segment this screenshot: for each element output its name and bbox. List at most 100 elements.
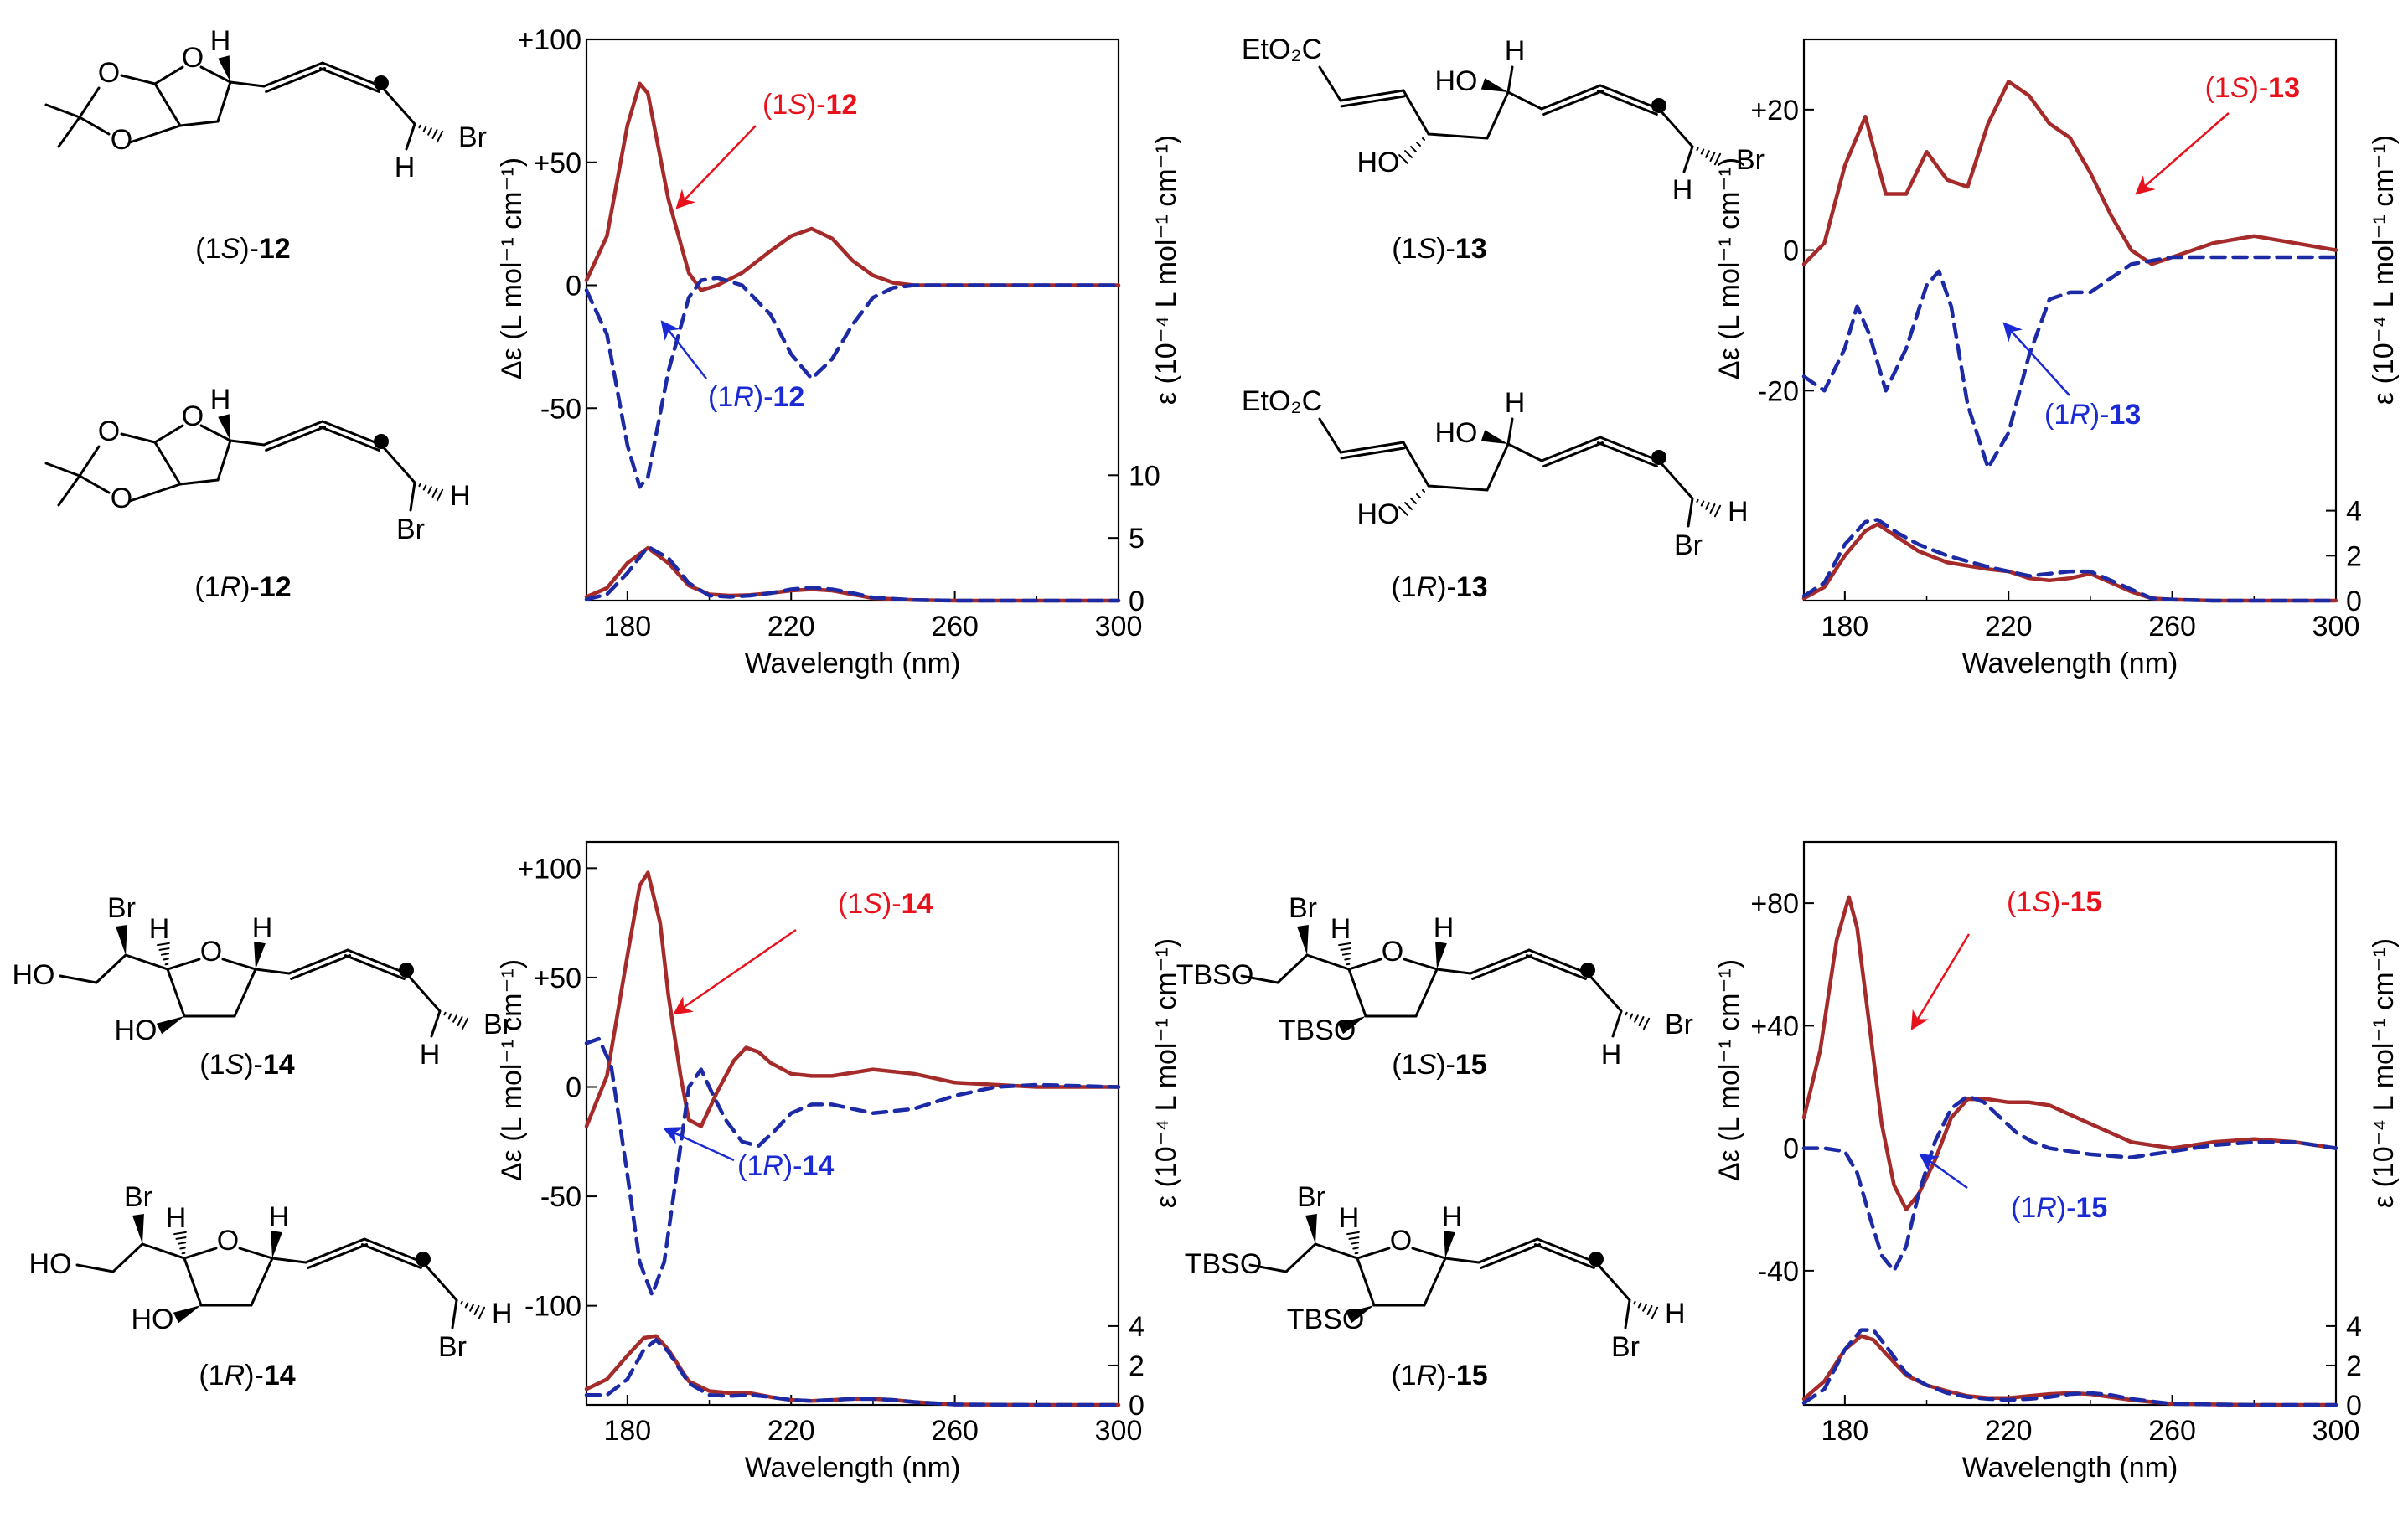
bond	[1423, 1257, 1447, 1307]
bond	[1356, 1257, 1376, 1307]
series-line-(1R)-13	[1801, 255, 2338, 470]
bond	[1633, 1300, 1636, 1305]
bond	[1599, 84, 1661, 111]
atom-label: H	[210, 25, 231, 57]
wedge-bond	[1444, 1230, 1455, 1258]
bond	[344, 953, 406, 980]
structure-label: (1S)-15	[1392, 1049, 1486, 1081]
annotation-arrow-s	[675, 125, 757, 209]
x-tick-label: 300	[2312, 1415, 2360, 1447]
bond	[199, 424, 232, 442]
bond	[287, 948, 349, 975]
annotation-arrow-r	[1919, 1153, 1968, 1190]
bond	[128, 124, 182, 144]
annotation-r: (1R)-15	[2011, 1192, 2107, 1224]
structure-label: (1S)-13	[1392, 233, 1486, 265]
bond	[427, 127, 432, 136]
bond	[1404, 502, 1413, 510]
bond	[380, 85, 416, 126]
bond	[1486, 90, 1510, 140]
atom-label: H	[166, 1202, 187, 1234]
bond	[405, 972, 442, 1013]
bond	[1596, 89, 1658, 116]
bond	[1542, 89, 1604, 116]
bond	[1624, 1298, 1631, 1329]
spectrum-panel-14: 180 220 260 300 Wavelength (nm) +100 +50 0 -50 -1…	[496, 840, 1182, 1484]
cd-y-tick-label: -100	[524, 1291, 581, 1323]
atom-label: H	[1505, 387, 1526, 419]
cd-y-tick-label: -50	[540, 1181, 581, 1213]
atom-label: H	[1601, 1039, 1622, 1071]
wedge-bond	[132, 1214, 144, 1244]
bond	[1422, 489, 1425, 493]
allene-center	[1651, 450, 1666, 465]
bond	[1318, 417, 1342, 454]
bond	[1525, 953, 1587, 980]
bond	[1527, 948, 1589, 975]
series-line-(1R)-13	[1801, 518, 2338, 603]
atom-label: Br	[1665, 1009, 1693, 1040]
plot-frame	[585, 38, 1120, 602]
bond	[95, 953, 127, 984]
bond	[1414, 968, 1439, 1018]
x-tick-label: 300	[2312, 611, 2360, 643]
atom-label: H	[1728, 496, 1749, 528]
plot-frame	[1802, 840, 2338, 1407]
bond	[1594, 1261, 1631, 1302]
cd-y-axis-label: Δε (L mol⁻¹ cm⁻¹)	[496, 959, 528, 1181]
x-tick-label: 260	[2148, 611, 2196, 643]
uv-y-tick-label: 2	[1129, 1350, 1145, 1382]
bond	[1348, 1236, 1360, 1240]
bond	[1402, 441, 1430, 488]
structure-label: (1S)-14	[199, 1049, 294, 1081]
atom-label: H	[1672, 174, 1693, 206]
bond	[1533, 1242, 1595, 1269]
atom-label: H	[210, 384, 231, 416]
x-tick-label: 180	[603, 611, 651, 643]
bond	[318, 425, 380, 452]
bond	[1350, 1242, 1360, 1245]
bond	[422, 484, 427, 491]
atom-label: TBSO	[1279, 1014, 1356, 1046]
wedge-bond	[271, 1230, 282, 1258]
bond	[469, 1304, 474, 1312]
bond	[1344, 958, 1351, 961]
bond	[158, 947, 170, 951]
wedge-bond	[1297, 925, 1309, 955]
bond	[1542, 441, 1604, 467]
bond	[179, 1247, 186, 1250]
bond	[1709, 503, 1716, 514]
bond	[436, 488, 444, 502]
atom-label: TBSO	[1287, 1304, 1365, 1335]
series-line-(1S)-14	[584, 1334, 1121, 1407]
uv-y-tick-label: 2	[2346, 540, 2362, 572]
bond	[199, 65, 232, 84]
atom-label: H	[1665, 1298, 1686, 1329]
uv-y-axis-label: ε (10⁻⁴ L mol⁻¹ cm⁻¹)	[2368, 938, 2400, 1208]
atom-label: H	[420, 1039, 441, 1071]
bond	[75, 1263, 115, 1273]
structure-label: (1S)-12	[195, 233, 290, 265]
bond	[250, 1257, 274, 1307]
bond	[1634, 1014, 1639, 1023]
bond	[1471, 953, 1533, 980]
series-line-(1S)-14	[584, 870, 1121, 1128]
x-axis-label: Wavelength (nm)	[1962, 648, 2178, 679]
wedge-bond	[254, 941, 266, 969]
cd-y-axis-label: Δε (L mol⁻¹ cm⁻¹)	[496, 157, 528, 379]
wedge-bond	[156, 1016, 184, 1035]
bond	[1586, 972, 1623, 1013]
atom-label: H	[1339, 1202, 1360, 1234]
annotation-s: (1S)-12	[762, 89, 857, 121]
atom-label: H	[269, 1201, 290, 1233]
structure-13-R: EtO₂C HO HO H H Br (1R)-13	[1242, 385, 1749, 603]
atom-label: Br	[1611, 1331, 1640, 1363]
annotation-s: (1S)-13	[2205, 72, 2300, 104]
bond	[460, 1300, 463, 1305]
cd-y-axis-label: Δε (L mol⁻¹ cm⁻¹)	[1713, 157, 1745, 379]
atom-label: H	[149, 913, 170, 945]
bond	[405, 122, 416, 151]
x-tick-label: 260	[2148, 1415, 2196, 1447]
